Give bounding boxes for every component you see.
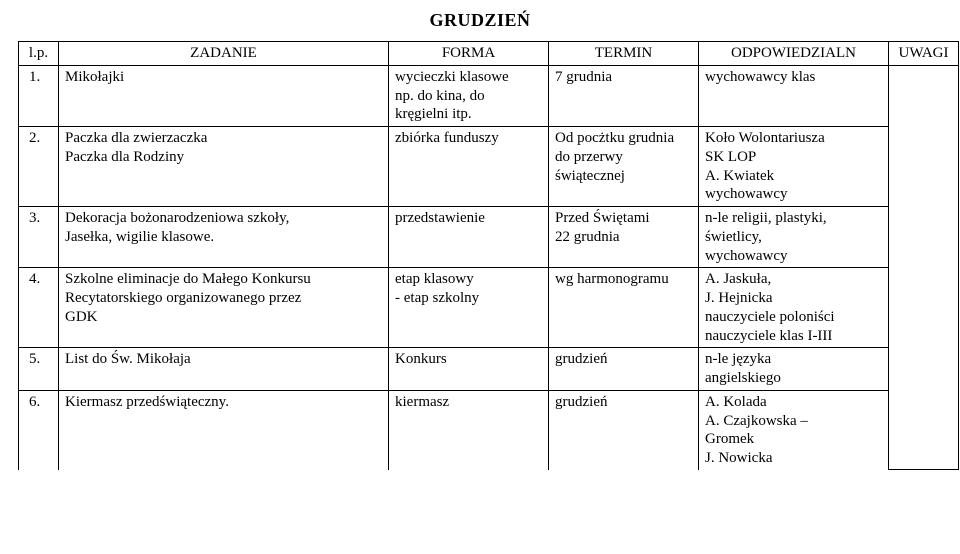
- page-title: GRUDZIEŃ: [18, 10, 942, 31]
- cell-form: Konkurs: [389, 348, 549, 391]
- cell-task: Kiermasz przedświąteczny.: [59, 390, 389, 470]
- table-body: 1. Mikołajki wycieczki klasowenp. do kin…: [19, 65, 959, 470]
- cell-lp: 6.: [19, 390, 59, 470]
- table-row: 1. Mikołajki wycieczki klasowenp. do kin…: [19, 65, 959, 126]
- table-row: 6. Kiermasz przedświąteczny. kiermasz gr…: [19, 390, 959, 470]
- cell-form: zbiórka funduszy: [389, 127, 549, 207]
- table-row: 3. Dekoracja bożonarodzeniowa szkoły,Jas…: [19, 207, 959, 268]
- cell-form: przedstawienie: [389, 207, 549, 268]
- cell-resp: wychowawcy klas: [699, 65, 889, 126]
- cell-task: Dekoracja bożonarodzeniowa szkoły,Jasełk…: [59, 207, 389, 268]
- cell-form: kiermasz: [389, 390, 549, 470]
- col-task: ZADANIE: [59, 42, 389, 66]
- cell-lp: 1.: [19, 65, 59, 126]
- cell-term: 7 grudnia: [549, 65, 699, 126]
- document-page: GRUDZIEŃ l.p. ZADANIE FORMA TERMIN ODPOW…: [0, 0, 960, 554]
- cell-resp: n-le religii, plastyki,świetlicy,wychowa…: [699, 207, 889, 268]
- cell-note-merged: [889, 65, 959, 470]
- cell-term: grudzień: [549, 348, 699, 391]
- cell-form: wycieczki klasowenp. do kina, dokręgieln…: [389, 65, 549, 126]
- col-resp: ODPOWIEDZIALN: [699, 42, 889, 66]
- cell-term: wg harmonogramu: [549, 268, 699, 348]
- cell-term: Przed Świętami22 grudnia: [549, 207, 699, 268]
- col-form: FORMA: [389, 42, 549, 66]
- col-note: UWAGI: [889, 42, 959, 66]
- cell-resp: A. KoladaA. Czajkowska –GromekJ. Nowicka: [699, 390, 889, 470]
- cell-lp: 3.: [19, 207, 59, 268]
- cell-task: Mikołajki: [59, 65, 389, 126]
- col-lp: l.p.: [19, 42, 59, 66]
- table-header-row: l.p. ZADANIE FORMA TERMIN ODPOWIEDZIALN …: [19, 42, 959, 66]
- cell-term: grudzień: [549, 390, 699, 470]
- cell-task: Paczka dla zwierzaczkaPaczka dla Rodziny: [59, 127, 389, 207]
- table-row: 5. List do Św. Mikołaja Konkurs grudzień…: [19, 348, 959, 391]
- cell-task: List do Św. Mikołaja: [59, 348, 389, 391]
- cell-lp: 2.: [19, 127, 59, 207]
- schedule-table: l.p. ZADANIE FORMA TERMIN ODPOWIEDZIALN …: [18, 41, 959, 470]
- cell-form: etap klasowy- etap szkolny: [389, 268, 549, 348]
- cell-resp: Koło WolontariuszaSK LOPA. Kwiatekwychow…: [699, 127, 889, 207]
- table-row: 4. Szkolne eliminacje do Małego Konkursu…: [19, 268, 959, 348]
- cell-lp: 4.: [19, 268, 59, 348]
- col-term: TERMIN: [549, 42, 699, 66]
- table-row: 2. Paczka dla zwierzaczkaPaczka dla Rodz…: [19, 127, 959, 207]
- cell-resp: n-le językaangielskiego: [699, 348, 889, 391]
- cell-term: Od pocżtku grudniado przerwyświątecznej: [549, 127, 699, 207]
- cell-lp: 5.: [19, 348, 59, 391]
- cell-task: Szkolne eliminacje do Małego KonkursuRec…: [59, 268, 389, 348]
- cell-resp: A. Jaskuła,J. Hejnickanauczyciele poloni…: [699, 268, 889, 348]
